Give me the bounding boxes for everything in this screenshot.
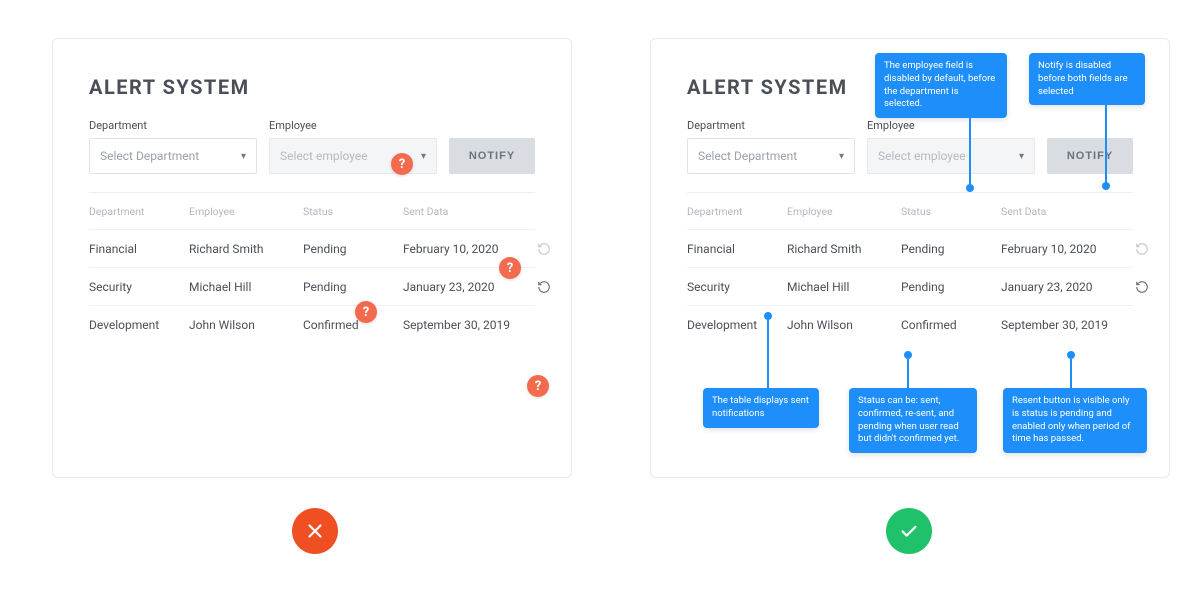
- notify-button[interactable]: NOTIFY: [1047, 138, 1133, 174]
- table-row: Financial Richard Smith Pending February…: [89, 229, 535, 267]
- annotation-dot-icon: [1067, 351, 1075, 359]
- cell-department: Financial: [89, 242, 185, 256]
- alerts-table: Department Employee Status Sent Data Fin…: [687, 192, 1133, 343]
- verdict-bad-icon: [292, 508, 338, 554]
- annotation-dot-icon: [1102, 182, 1110, 190]
- department-placeholder: Select Department: [698, 149, 797, 163]
- col-department: Department: [89, 205, 185, 218]
- cell-status: Pending: [303, 242, 399, 256]
- employee-field: Employee Select employee ▾: [867, 119, 1035, 174]
- callout-resend: Resent button is visible only is status …: [1003, 388, 1147, 453]
- cell-employee: Michael Hill: [189, 280, 299, 294]
- panel-title: ALERT SYSTEM: [89, 75, 535, 99]
- cell-employee: John Wilson: [189, 318, 299, 332]
- panel-bad: ALERT SYSTEM Department Select Departmen…: [52, 38, 572, 478]
- cell-status: Pending: [901, 280, 997, 294]
- question-marker-icon: ?: [391, 153, 413, 175]
- cell-sent: September 30, 2019: [403, 318, 533, 332]
- question-marker-icon: ?: [355, 301, 377, 323]
- department-label: Department: [687, 119, 855, 132]
- table-header: Department Employee Status Sent Data: [89, 193, 535, 229]
- chevron-down-icon: ▾: [421, 151, 426, 162]
- cell-employee: Richard Smith: [189, 242, 299, 256]
- annotation-line: [1070, 359, 1072, 389]
- employee-label: Employee: [867, 119, 1035, 132]
- cell-sent: February 10, 2020: [1001, 242, 1131, 256]
- table-row: Financial Richard Smith Pending February…: [687, 229, 1133, 267]
- cell-department: Security: [687, 280, 783, 294]
- col-employee: Employee: [787, 205, 897, 218]
- annotation-line: [1105, 95, 1107, 185]
- annotation-line: [767, 320, 769, 388]
- department-field: Department Select Department ▾: [687, 119, 855, 174]
- department-label: Department: [89, 119, 257, 132]
- annotation-dot-icon: [764, 312, 772, 320]
- filter-row: Department Select Department ▾ Employee …: [687, 119, 1133, 174]
- employee-select[interactable]: Select employee ▾: [867, 138, 1035, 174]
- resend-icon[interactable]: [537, 280, 557, 294]
- cell-sent: January 23, 2020: [1001, 280, 1131, 294]
- table-row: Security Michael Hill Pending January 23…: [687, 267, 1133, 305]
- cell-employee: John Wilson: [787, 318, 897, 332]
- department-select[interactable]: Select Department ▾: [687, 138, 855, 174]
- annotation-dot-icon: [966, 184, 974, 192]
- department-field: Department Select Department ▾: [89, 119, 257, 174]
- callout-notify: Notify is disabled before both fields ar…: [1029, 53, 1145, 105]
- filter-row: Department Select Department ▾ Employee …: [89, 119, 535, 174]
- table-row: Security Michael Hill Pending January 23…: [89, 267, 535, 305]
- employee-label: Employee: [269, 119, 437, 132]
- department-select[interactable]: Select Department ▾: [89, 138, 257, 174]
- question-marker-icon: ?: [527, 375, 549, 397]
- notify-button[interactable]: NOTIFY: [449, 138, 535, 174]
- cell-status: Pending: [303, 280, 399, 294]
- table-row: Development John Wilson Confirmed Septem…: [89, 305, 535, 343]
- callout-employee: The employee field is disabled by defaul…: [875, 53, 1007, 118]
- cell-status: Confirmed: [901, 318, 997, 332]
- cell-sent: January 23, 2020: [403, 280, 533, 294]
- col-sent: Sent Data: [1001, 205, 1131, 218]
- cell-department: Security: [89, 280, 185, 294]
- table-row: Development John Wilson Confirmed Septem…: [687, 305, 1133, 343]
- panel-good: ALERT SYSTEM Department Select Departmen…: [650, 38, 1170, 478]
- table-header: Department Employee Status Sent Data: [687, 193, 1133, 229]
- comparison-stage: ALERT SYSTEM Department Select Departmen…: [0, 0, 1200, 600]
- callout-table: The table displays sent notifications: [703, 388, 819, 428]
- employee-placeholder: Select employee: [878, 149, 966, 163]
- col-sent: Sent Data: [403, 205, 533, 218]
- annotation-line: [907, 359, 909, 389]
- verdict-good-icon: [886, 508, 932, 554]
- col-employee: Employee: [189, 205, 299, 218]
- chevron-down-icon: ▾: [241, 151, 246, 162]
- question-marker-icon: ?: [499, 257, 521, 279]
- chevron-down-icon: ▾: [1019, 151, 1024, 162]
- cell-employee: Richard Smith: [787, 242, 897, 256]
- resend-icon[interactable]: [1135, 280, 1155, 294]
- cell-status: Pending: [901, 242, 997, 256]
- annotation-line: [969, 103, 971, 187]
- cell-department: Development: [89, 318, 185, 332]
- cell-sent: September 30, 2019: [1001, 318, 1131, 332]
- resend-icon[interactable]: [537, 242, 557, 256]
- resend-icon[interactable]: [1135, 242, 1155, 256]
- alerts-table: Department Employee Status Sent Data Fin…: [89, 192, 535, 343]
- cell-sent: February 10, 2020: [403, 242, 533, 256]
- department-placeholder: Select Department: [100, 149, 199, 163]
- col-department: Department: [687, 205, 783, 218]
- chevron-down-icon: ▾: [839, 151, 844, 162]
- col-status: Status: [901, 205, 997, 218]
- cell-employee: Michael Hill: [787, 280, 897, 294]
- col-status: Status: [303, 205, 399, 218]
- callout-status: Status can be: sent, confirmed, re-sent,…: [849, 388, 977, 453]
- cell-status: Confirmed: [303, 318, 399, 332]
- annotation-dot-icon: [904, 351, 912, 359]
- cell-department: Financial: [687, 242, 783, 256]
- employee-placeholder: Select employee: [280, 149, 368, 163]
